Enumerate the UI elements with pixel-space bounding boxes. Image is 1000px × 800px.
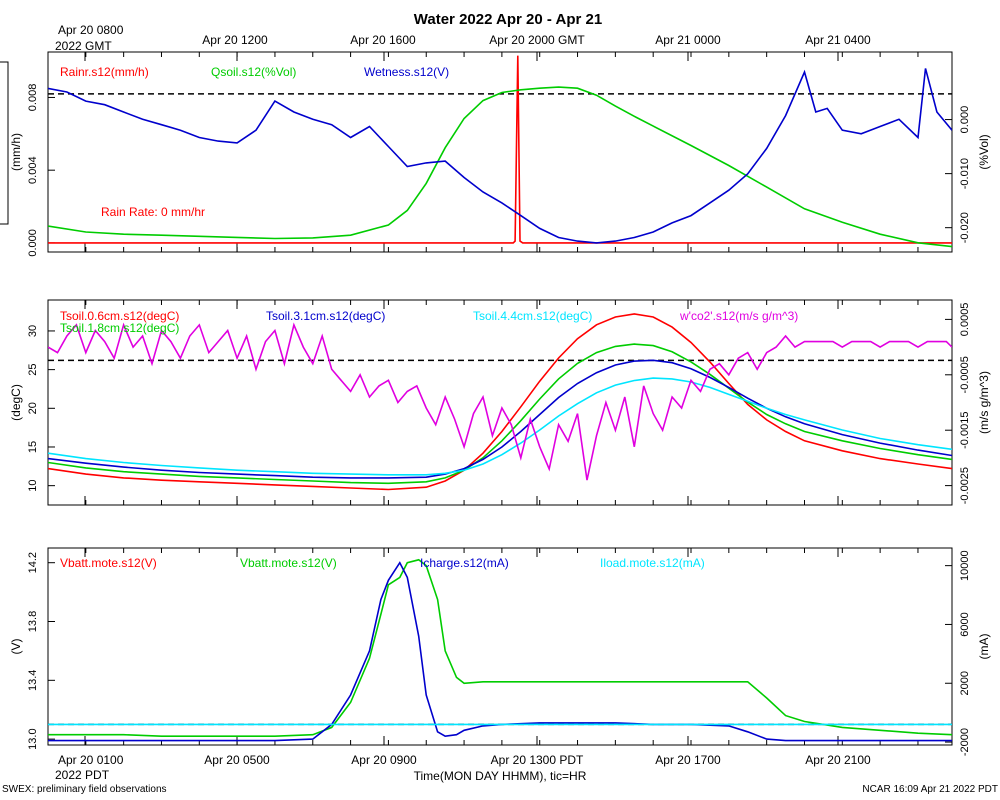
legend-label: Tsoil.1.8cm.s12(degC)	[60, 321, 179, 335]
series-line	[48, 343, 952, 485]
series-line	[48, 359, 952, 479]
top-axis-tick-label: Apr 20 1600	[350, 33, 416, 47]
y-right-tick-label: -0.010	[959, 158, 971, 189]
top-axis-tick-label: Apr 20 0800	[58, 23, 124, 37]
legend-label: Tsoil.0.6cm.s12(degC)	[60, 309, 179, 323]
top-axis-tick-label: Apr 21 0400	[805, 33, 871, 47]
legend-label: Iload.mote.s12(mA)	[600, 556, 705, 570]
footer-right-note: NCAR 16:09 Apr 21 2022 PDT	[862, 784, 998, 795]
legend-label: Tsoil.3.1cm.s12(degC)	[266, 309, 385, 323]
top-axis-tick-label: Apr 20 1200	[202, 33, 268, 47]
y-left-tick-label: 0.004	[27, 156, 39, 184]
legend-label: Wetness.s12(V)	[364, 65, 449, 79]
panel-battery-current: 13.0 13.4 13.8 14.2 -2000 2000 6000 10000 (V) (mA…	[9, 547, 991, 756]
legend-label: Tsoil.4.4cm.s12(degC)	[473, 309, 592, 323]
top-axis-tick-label: Apr 20 2000 GMT	[489, 33, 585, 47]
top-axis-sub-label: 2022 GMT	[55, 39, 112, 53]
y-right-axis-title: (m/s g/m^3)	[977, 371, 991, 434]
y-right-tick-label: 6000	[959, 612, 971, 636]
plot-frame	[47, 51, 953, 253]
y-right-axis-title: (%Vol)	[977, 134, 991, 169]
series-line	[48, 322, 952, 481]
y-right-tick-label: 0.0005	[959, 303, 971, 337]
y-right-tick-label: 2000	[959, 671, 971, 695]
series-line	[48, 561, 952, 742]
y-left-tick-label: 13.4	[27, 670, 39, 691]
legend-label: Rainr.s12(mm/h)	[60, 65, 149, 79]
legend-label: Vbatt.mote.s12(V)	[240, 556, 337, 570]
y-right-tick-label: -2000	[959, 728, 971, 756]
bottom-axis-tick-label: Apr 20 0500	[204, 753, 270, 767]
panel-rain-soil-wetness: 0.000 0.004 0.008 0.000 -0.010 -0.020 (mm/h) (%…	[0, 51, 991, 257]
bottom-axis-tick-label: Apr 20 2100	[805, 753, 871, 767]
panel-soil-temperature-co2: 10 15 20 25 30 0.0005 -0.0005 -0.0015 -0.0025 (de…	[9, 299, 991, 506]
y-left-tick-label: 0.008	[27, 84, 39, 112]
series-line	[48, 558, 952, 738]
x-axis-label: Time(MON DAY HHMM), tic=HR	[414, 769, 587, 783]
series-line	[48, 86, 952, 248]
plot-frame	[47, 299, 953, 506]
bottom-axis-tick-label: Apr 20 1300 PDT	[491, 753, 584, 767]
y-right-tick-label: -0.0015	[959, 412, 971, 449]
y-left-axis-title: (degC)	[9, 384, 23, 421]
y-left-tick-label: 15	[27, 441, 39, 453]
y-left-tick-label: 14.2	[27, 552, 39, 573]
legend-bracket	[0, 61, 9, 225]
y-right-tick-label: -0.0005	[959, 356, 971, 393]
y-left-tick-label: 13.8	[27, 611, 39, 632]
y-left-tick-label: 13.0	[27, 728, 39, 749]
legend-label: Qsoil.s12(%Vol)	[211, 65, 296, 79]
legend-label: w'co2'.s12(m/s g/m^3)	[679, 309, 798, 323]
y-left-axis-title: (V)	[9, 639, 23, 655]
series-line	[48, 55, 952, 244]
bottom-axis-sub-label: 2022 PDT	[55, 768, 110, 782]
y-left-axis-title: (mm/h)	[9, 133, 23, 171]
footer-left-note: SWEX: preliminary field observations	[2, 784, 167, 795]
y-right-tick-label: 10000	[959, 550, 971, 581]
y-right-tick-label: -0.020	[959, 212, 971, 243]
y-right-axis-title: (mA)	[977, 634, 991, 660]
legend-label: Vbatt.mote.s12(V)	[60, 556, 157, 570]
y-right-tick-label: 0.000	[959, 106, 971, 134]
y-left-tick-label: 30	[27, 325, 39, 337]
y-left-tick-label: 0.000	[27, 229, 39, 257]
top-time-axis: Apr 20 0800 2022 GMT Apr 20 1200 Apr 20 160…	[55, 23, 871, 53]
legend-label: Icharge.s12(mA)	[420, 556, 509, 570]
y-left-tick-label: 25	[27, 363, 39, 375]
series-line	[48, 313, 952, 491]
series-line	[48, 377, 952, 476]
y-left-tick-label: 10	[27, 480, 39, 492]
bottom-axis-tick-label: Apr 20 0100	[58, 753, 124, 767]
series-line	[48, 68, 952, 244]
bottom-axis-tick-label: Apr 20 1700	[655, 753, 721, 767]
bottom-axis-tick-label: Apr 20 0900	[351, 753, 417, 767]
chart-title: Water 2022 Apr 20 - Apr 21	[414, 11, 602, 28]
y-right-tick-label: -0.0025	[959, 467, 971, 504]
y-left-tick-label: 20	[27, 402, 39, 414]
rain-rate-annotation: Rain Rate: 0 mm/hr	[101, 205, 205, 219]
top-axis-tick-label: Apr 21 0000	[655, 33, 721, 47]
plot-frame	[47, 547, 953, 746]
